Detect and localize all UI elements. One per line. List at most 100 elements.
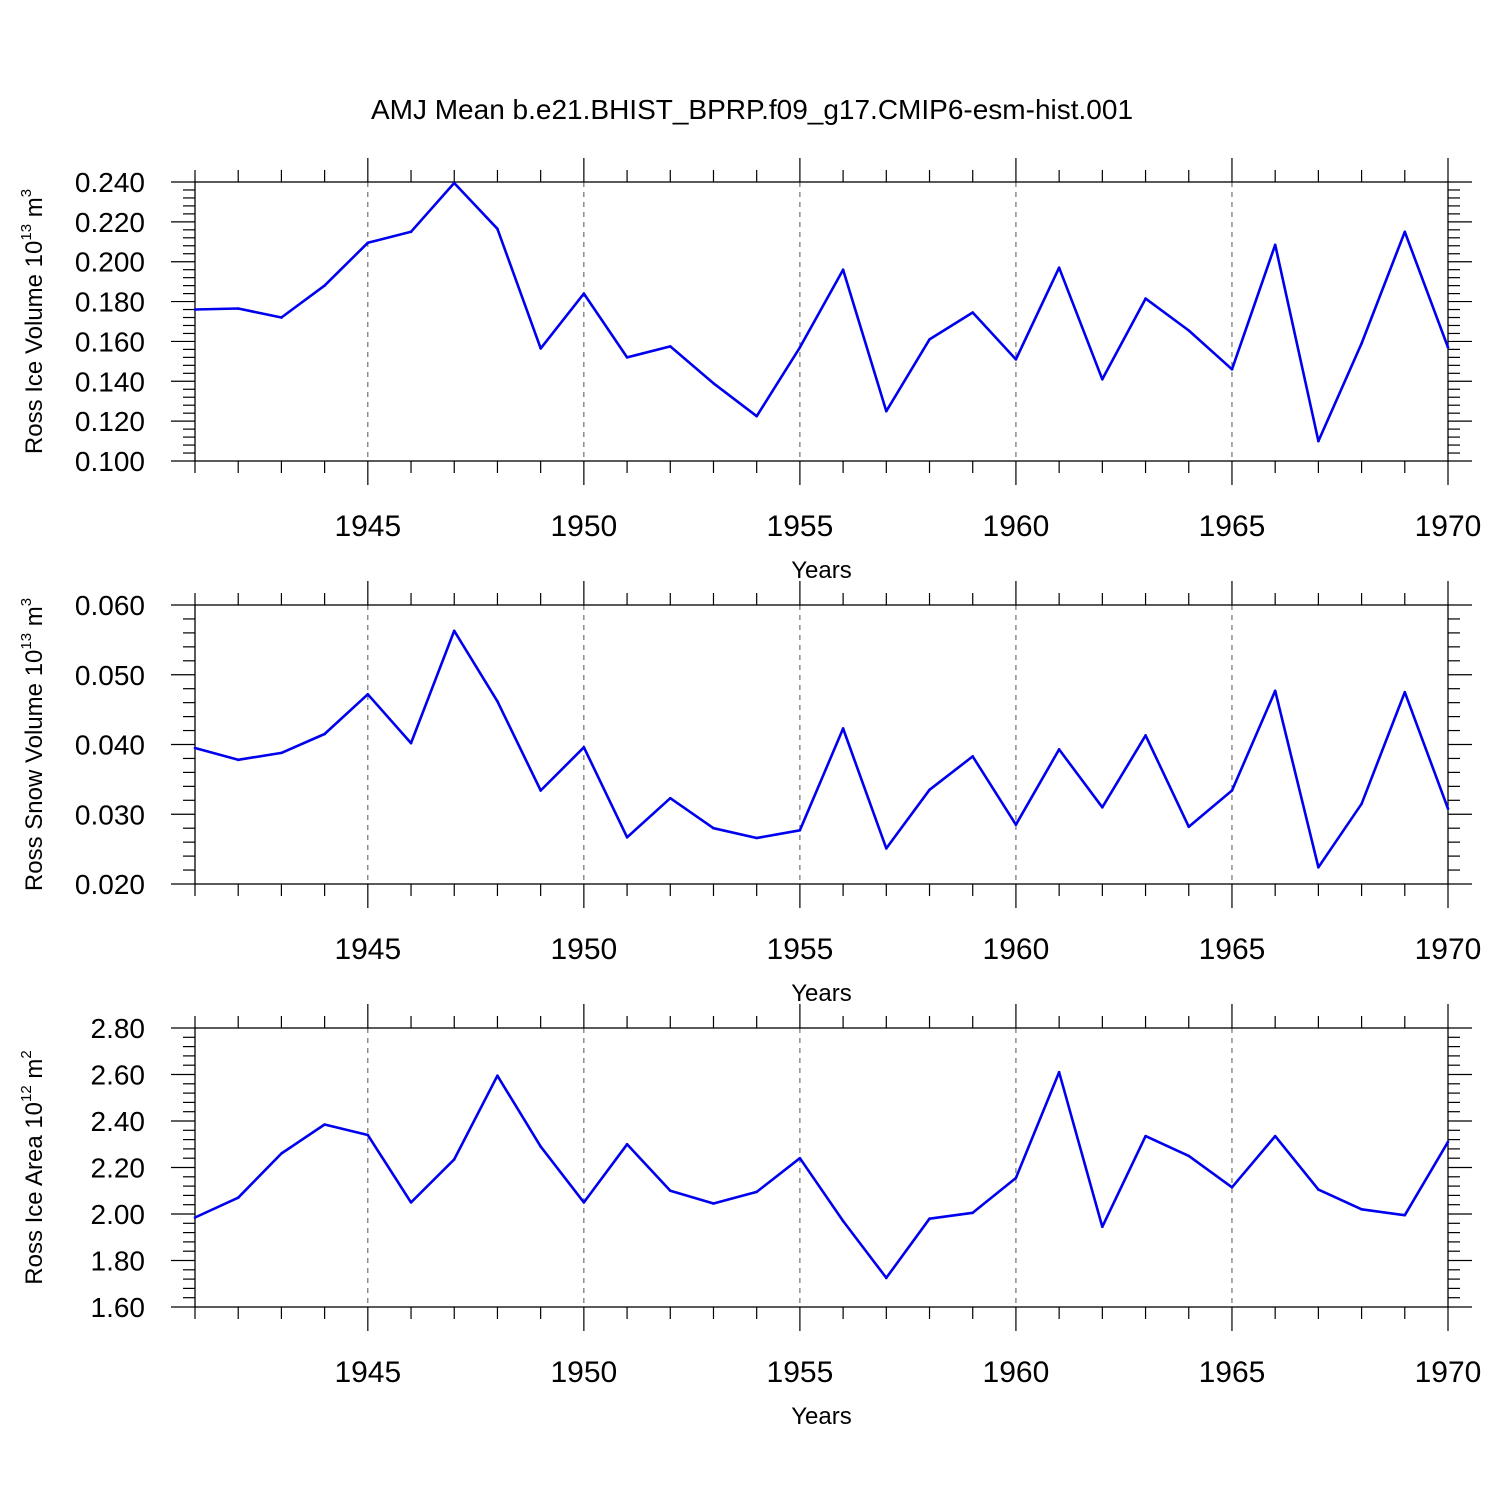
data-point bbox=[1273, 1134, 1277, 1138]
data-point bbox=[1360, 342, 1363, 345]
data-point bbox=[755, 836, 758, 840]
data-point bbox=[409, 230, 413, 234]
y-axis-label-unit: m bbox=[21, 1059, 48, 1086]
x-tick-label: 1950 bbox=[550, 510, 617, 543]
data-point bbox=[1101, 805, 1104, 809]
y-tick-label: 0.040 bbox=[75, 730, 145, 761]
y-tick-label: 0.030 bbox=[75, 799, 145, 830]
data-point bbox=[798, 1156, 802, 1160]
data-point bbox=[1014, 823, 1018, 827]
x-tick-label: 1945 bbox=[334, 510, 401, 543]
data-point bbox=[928, 788, 931, 792]
data-point bbox=[323, 1123, 326, 1126]
data-point bbox=[193, 1216, 197, 1219]
data-point bbox=[452, 181, 456, 185]
y-tick-label: 2.20 bbox=[91, 1153, 146, 1184]
data-point bbox=[841, 1219, 845, 1223]
data-point bbox=[841, 727, 845, 730]
data-point bbox=[1101, 377, 1104, 381]
data-point bbox=[885, 1276, 888, 1280]
x-tick-label: 1945 bbox=[334, 933, 401, 966]
y-tick-label: 0.220 bbox=[75, 207, 145, 238]
y-axis-label-main: Ross Ice Volume 10 bbox=[21, 241, 48, 454]
data-point bbox=[193, 746, 197, 750]
data-point bbox=[755, 414, 758, 418]
series-line bbox=[194, 1070, 1450, 1280]
plot-frame bbox=[194, 181, 1449, 462]
data-point bbox=[366, 692, 370, 696]
data-point bbox=[539, 1145, 542, 1148]
y-tick-label: 2.80 bbox=[91, 1013, 146, 1044]
data-point bbox=[625, 1142, 629, 1146]
data-point bbox=[1230, 789, 1234, 792]
data-point bbox=[1230, 368, 1234, 371]
data-point bbox=[193, 308, 197, 311]
data-point bbox=[539, 347, 542, 350]
y-axis-label: Ross Snow Volume 1013 m3 bbox=[18, 598, 48, 891]
x-tick-label: 1950 bbox=[550, 1356, 617, 1389]
y-tick-label: 0.160 bbox=[75, 326, 145, 357]
data-point bbox=[971, 755, 975, 758]
y-tick-label: 2.00 bbox=[91, 1199, 146, 1230]
data-point bbox=[798, 346, 802, 349]
x-tick-label: 1945 bbox=[334, 1356, 401, 1389]
y-axis-label: Ross Ice Area 1012 m2 bbox=[18, 1050, 48, 1284]
data-point bbox=[971, 311, 975, 314]
series-line bbox=[194, 629, 1450, 869]
data-point bbox=[1014, 1176, 1018, 1180]
plot-frame bbox=[194, 604, 1449, 885]
data-point bbox=[1057, 1070, 1061, 1074]
y-axis-label: Ross Ice Volume 1013 m3 bbox=[18, 189, 48, 454]
data-point bbox=[712, 381, 715, 385]
y-tick-label: 0.240 bbox=[75, 167, 145, 198]
data-point bbox=[323, 732, 326, 736]
y-tick-label: 0.060 bbox=[75, 590, 145, 621]
x-tick-label: 1960 bbox=[983, 510, 1050, 543]
y-axis-label-unit: m bbox=[21, 197, 48, 224]
y-tick-label: 0.180 bbox=[75, 287, 145, 318]
data-point bbox=[668, 796, 672, 800]
data-point bbox=[1144, 734, 1147, 737]
series-line bbox=[194, 181, 1450, 443]
data-point bbox=[625, 835, 629, 839]
x-axis-label: Years bbox=[791, 1403, 852, 1430]
y-axis-label-main: Ross Ice Area 10 bbox=[21, 1102, 48, 1285]
data-point bbox=[236, 1196, 240, 1200]
data-point bbox=[1014, 358, 1018, 361]
y-tick-label: 0.100 bbox=[75, 446, 145, 477]
x-axis-label: Years bbox=[791, 557, 852, 584]
panel-ross-ice-area: 1945 1950 1955 1960 1965 1970 1.60 1.80 2.00 2.20… bbox=[18, 1004, 1481, 1430]
y-tick-label: 0.050 bbox=[75, 660, 145, 691]
data-point bbox=[1144, 297, 1147, 300]
data-point bbox=[928, 1217, 931, 1220]
y-axis-label-unit-exponent: 2 bbox=[18, 1050, 35, 1058]
data-point bbox=[366, 241, 370, 245]
data-point bbox=[1187, 825, 1191, 829]
data-point bbox=[885, 409, 888, 413]
data-point bbox=[841, 268, 845, 271]
x-tick-label: 1955 bbox=[767, 1356, 834, 1389]
y-axis-label-unit-exponent: 3 bbox=[18, 598, 35, 606]
x-tick-label: 1960 bbox=[983, 933, 1050, 966]
y-tick-label: 0.200 bbox=[75, 247, 145, 278]
data-point bbox=[496, 227, 499, 231]
data-point bbox=[582, 292, 586, 295]
data-point bbox=[1317, 439, 1320, 443]
data-point bbox=[280, 751, 283, 755]
data-point bbox=[1144, 1134, 1147, 1138]
y-tick-label: 0.020 bbox=[75, 869, 145, 900]
data-point bbox=[928, 338, 931, 341]
data-point bbox=[452, 629, 456, 633]
x-tick-label: 1950 bbox=[550, 933, 617, 966]
x-tick-label: 1965 bbox=[1199, 933, 1266, 966]
panel-ross-ice-volume: 1945 1950 1955 1960 1965 1970 0.100 0.120 0.140 0… bbox=[18, 158, 1481, 584]
data-point bbox=[1187, 329, 1191, 332]
y-axis-label-exponent: 12 bbox=[18, 1085, 35, 1102]
data-point bbox=[1101, 1225, 1104, 1229]
data-point bbox=[582, 745, 586, 749]
data-point bbox=[1273, 243, 1277, 247]
data-point bbox=[712, 826, 715, 830]
data-point bbox=[582, 1201, 586, 1204]
data-point bbox=[1273, 689, 1277, 693]
